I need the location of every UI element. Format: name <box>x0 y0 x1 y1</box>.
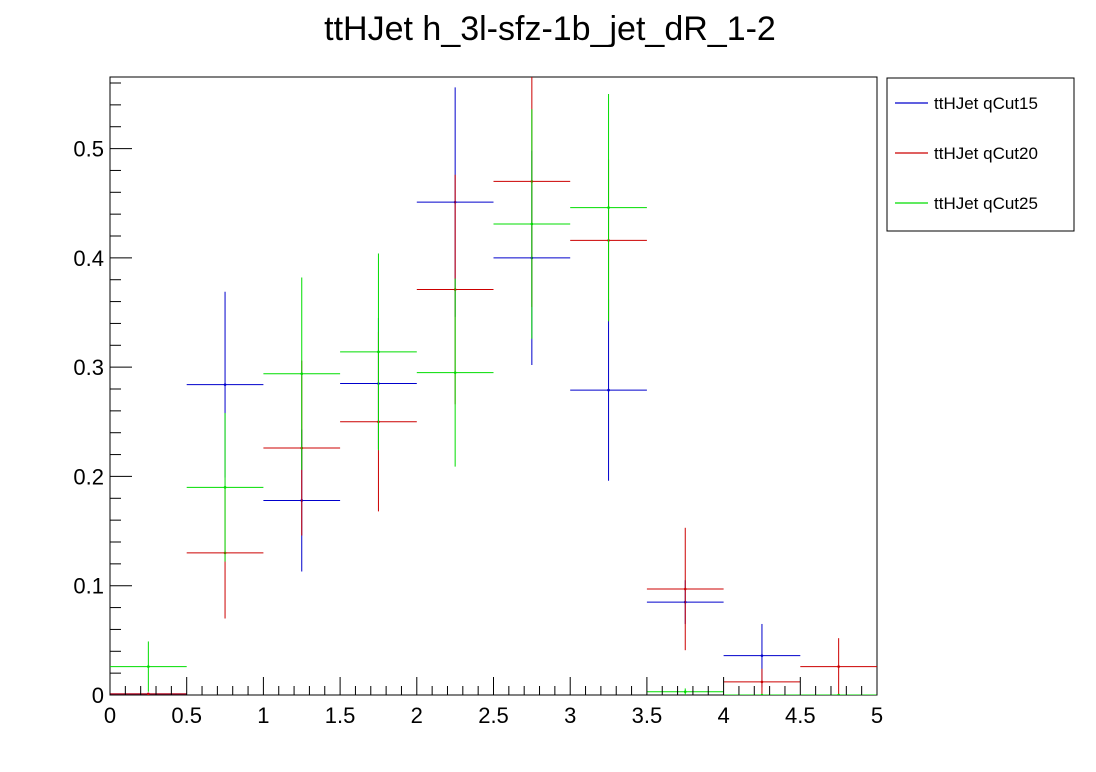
data-point-marker <box>147 692 150 695</box>
y-tick-label: 0.4 <box>73 246 104 271</box>
x-tick-label: 2.5 <box>478 703 509 728</box>
axes-layer: 0 0.5 1 1.5 2 2.5 3 3.5 4 4.5 5 0 0.1 0.2 0.3 0.4 0.5 <box>73 82 883 728</box>
data-series-layer <box>110 77 877 695</box>
x-tick-label: 1.5 <box>325 703 356 728</box>
data-point-marker <box>223 383 227 386</box>
data-point-marker <box>760 654 764 657</box>
data-point-marker <box>530 222 534 226</box>
data-point-marker <box>223 486 227 489</box>
x-tick-label: 2 <box>411 703 423 728</box>
data-point-marker <box>683 587 687 591</box>
x-tick-label: 3.5 <box>632 703 663 728</box>
x-tick-label: 4.5 <box>785 703 816 728</box>
series-3 <box>110 93 877 695</box>
y-tick-label: 0 <box>92 683 104 708</box>
legend-entry-label: ttHJet qCut25 <box>934 194 1038 213</box>
data-point-marker <box>837 665 840 668</box>
legend-entry-label: ttHJet qCut15 <box>934 94 1038 113</box>
y-tick-label: 0.2 <box>73 464 104 489</box>
data-point-marker <box>607 388 610 392</box>
data-point-marker <box>760 693 764 695</box>
data-point-marker <box>377 350 380 354</box>
x-tick-label: 4 <box>717 703 729 728</box>
data-point-marker <box>837 693 840 695</box>
y-tick-label: 0.3 <box>73 355 104 380</box>
legend: ttHJet qCut15 ttHJet qCut20 ttHJet qCut25 <box>886 77 1075 232</box>
data-point-marker <box>760 680 764 684</box>
legend-entry-label: ttHJet qCut20 <box>934 144 1038 163</box>
x-tick-label: 0.5 <box>171 703 202 728</box>
data-point-marker <box>453 371 457 374</box>
data-point-marker <box>683 690 687 694</box>
data-point-marker <box>147 665 150 668</box>
y-tick-label: 0.1 <box>73 574 104 599</box>
x-tick-label: 0 <box>104 703 116 728</box>
x-tick-label: 5 <box>871 703 883 728</box>
y-tick-label: 0.5 <box>73 137 104 162</box>
data-point-marker <box>300 372 304 376</box>
x-tick-label: 3 <box>564 703 576 728</box>
chart-title: ttHJet h_3l-sfz-1b_jet_dR_1-2 <box>324 10 776 48</box>
x-tick-label: 1 <box>257 703 269 728</box>
data-point-marker <box>607 206 610 209</box>
